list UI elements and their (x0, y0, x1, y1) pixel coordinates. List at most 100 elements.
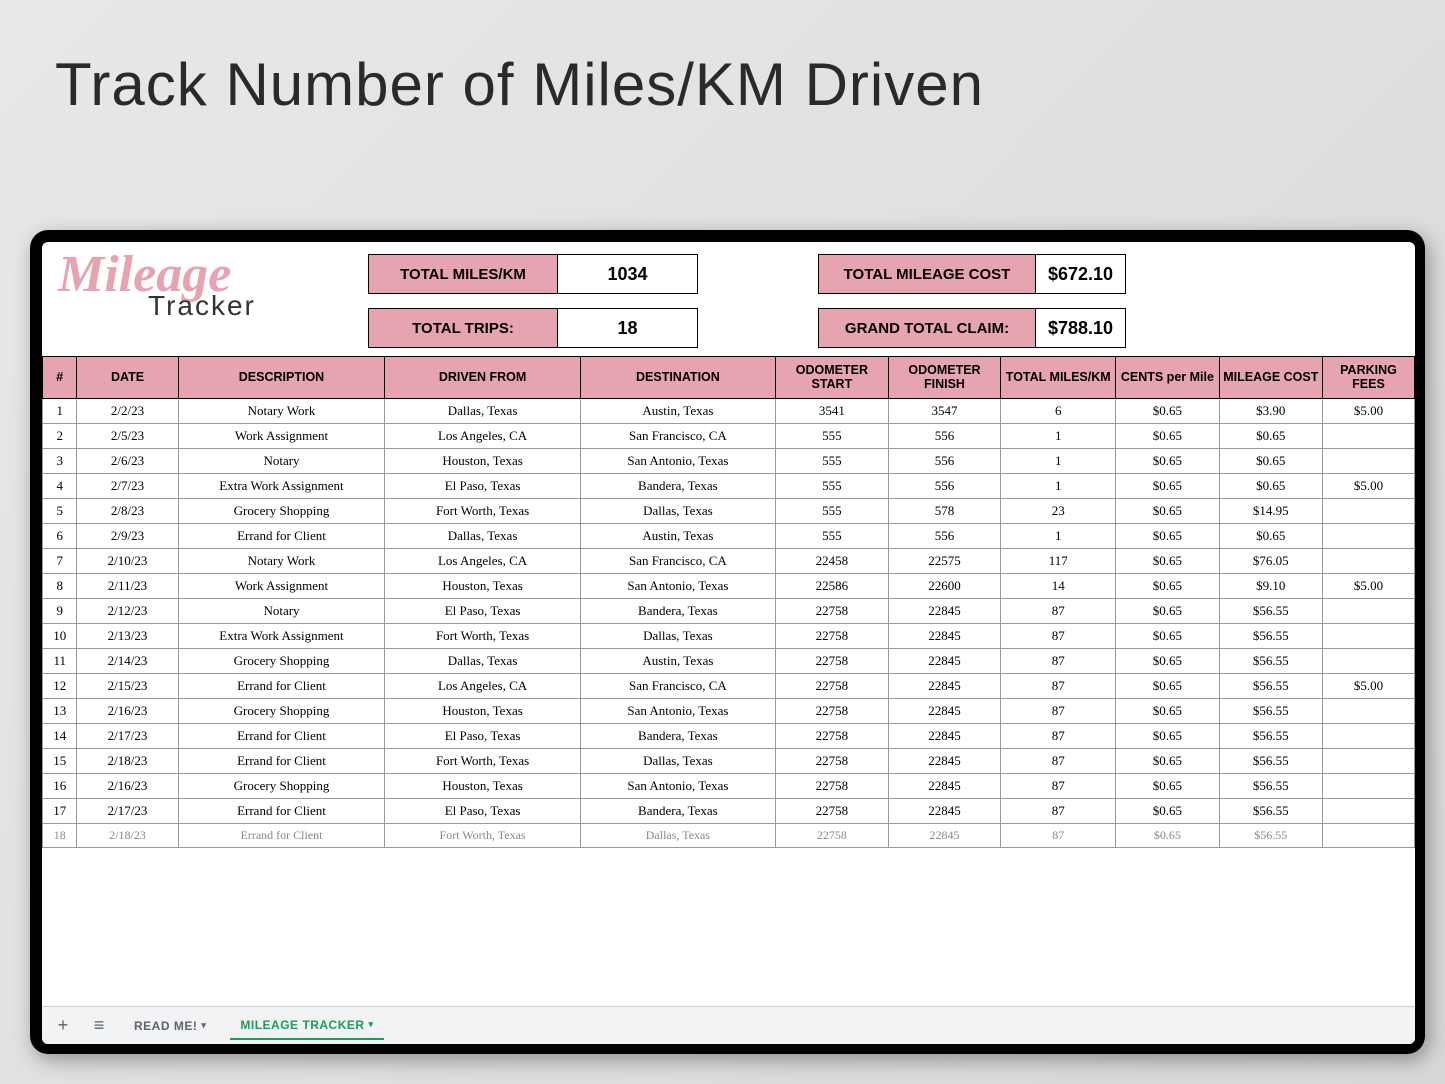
table-cell[interactable]: 6 (1001, 398, 1116, 423)
table-cell[interactable]: 1 (1001, 448, 1116, 473)
table-cell[interactable]: Extra Work Assignment (178, 623, 385, 648)
table-cell[interactable]: 22845 (888, 673, 1001, 698)
table-cell[interactable]: Grocery Shopping (178, 498, 385, 523)
table-cell[interactable]: 2/17/23 (77, 723, 178, 748)
table-cell[interactable]: Notary (178, 598, 385, 623)
table-cell[interactable]: Grocery Shopping (178, 773, 385, 798)
table-cell[interactable]: $0.65 (1116, 498, 1219, 523)
table-cell[interactable]: $3.90 (1219, 398, 1322, 423)
table-cell[interactable]: 14 (43, 723, 77, 748)
table-cell[interactable] (1323, 798, 1415, 823)
table-cell[interactable]: Errand for Client (178, 823, 385, 847)
table-row[interactable]: 52/8/23Grocery ShoppingFort Worth, Texas… (43, 498, 1415, 523)
table-cell[interactable]: Houston, Texas (385, 448, 580, 473)
table-cell[interactable]: Errand for Client (178, 798, 385, 823)
table-cell[interactable]: $56.55 (1219, 823, 1322, 847)
table-cell[interactable]: 22758 (776, 823, 889, 847)
table-cell[interactable]: 2/11/23 (77, 573, 178, 598)
table-cell[interactable]: 2/10/23 (77, 548, 178, 573)
table-row[interactable]: 102/13/23Extra Work AssignmentFort Worth… (43, 623, 1415, 648)
table-cell[interactable]: El Paso, Texas (385, 598, 580, 623)
table-cell[interactable]: Bandera, Texas (580, 473, 775, 498)
table-cell[interactable]: $56.55 (1219, 798, 1322, 823)
table-cell[interactable]: 22758 (776, 773, 889, 798)
table-cell[interactable]: 2/18/23 (77, 823, 178, 847)
table-cell[interactable]: 87 (1001, 723, 1116, 748)
table-cell[interactable] (1323, 523, 1415, 548)
table-row[interactable]: 62/9/23Errand for ClientDallas, TexasAus… (43, 523, 1415, 548)
table-row[interactable]: 12/2/23Notary WorkDallas, TexasAustin, T… (43, 398, 1415, 423)
table-cell[interactable]: Dallas, Texas (580, 823, 775, 847)
table-cell[interactable]: 87 (1001, 748, 1116, 773)
table-row[interactable]: 22/5/23Work AssignmentLos Angeles, CASan… (43, 423, 1415, 448)
tab-readme[interactable]: READ ME! ▾ (124, 1013, 216, 1039)
table-cell[interactable]: 87 (1001, 823, 1116, 847)
table-cell[interactable]: $0.65 (1219, 448, 1322, 473)
table-cell[interactable]: San Antonio, Texas (580, 448, 775, 473)
table-cell[interactable]: 22758 (776, 748, 889, 773)
table-cell[interactable] (1323, 698, 1415, 723)
table-cell[interactable]: 87 (1001, 598, 1116, 623)
table-cell[interactable]: Dallas, Texas (385, 648, 580, 673)
table-cell[interactable]: $56.55 (1219, 673, 1322, 698)
table-cell[interactable]: 2/15/23 (77, 673, 178, 698)
table-row[interactable]: 72/10/23Notary WorkLos Angeles, CASan Fr… (43, 548, 1415, 573)
table-cell[interactable]: 1 (1001, 423, 1116, 448)
table-cell[interactable]: 3547 (888, 398, 1001, 423)
table-cell[interactable]: 556 (888, 423, 1001, 448)
tab-mileage-tracker[interactable]: MILEAGE TRACKER ▾ (230, 1012, 383, 1040)
table-cell[interactable]: $0.65 (1116, 748, 1219, 773)
table-cell[interactable]: Houston, Texas (385, 573, 580, 598)
all-sheets-button[interactable]: ≡ (88, 1015, 110, 1036)
table-cell[interactable]: 22758 (776, 673, 889, 698)
table-row[interactable]: 92/12/23NotaryEl Paso, TexasBandera, Tex… (43, 598, 1415, 623)
table-cell[interactable]: Errand for Client (178, 723, 385, 748)
table-cell[interactable]: 23 (1001, 498, 1116, 523)
table-cell[interactable]: 22758 (776, 623, 889, 648)
table-cell[interactable]: Houston, Texas (385, 698, 580, 723)
table-cell[interactable]: $56.55 (1219, 598, 1322, 623)
table-row[interactable]: 82/11/23Work AssignmentHouston, TexasSan… (43, 573, 1415, 598)
table-cell[interactable]: Los Angeles, CA (385, 548, 580, 573)
table-cell[interactable]: $0.65 (1116, 773, 1219, 798)
table-cell[interactable]: Notary Work (178, 548, 385, 573)
table-cell[interactable]: 1 (1001, 523, 1116, 548)
table-cell[interactable]: 4 (43, 473, 77, 498)
table-cell[interactable]: $5.00 (1323, 573, 1415, 598)
table-cell[interactable]: El Paso, Texas (385, 473, 580, 498)
table-cell[interactable]: 2/7/23 (77, 473, 178, 498)
table-cell[interactable]: $0.65 (1116, 398, 1219, 423)
table-cell[interactable]: 6 (43, 523, 77, 548)
table-cell[interactable]: San Antonio, Texas (580, 698, 775, 723)
table-row[interactable]: 162/16/23Grocery ShoppingHouston, TexasS… (43, 773, 1415, 798)
table-cell[interactable]: 18 (43, 823, 77, 847)
table-cell[interactable]: $0.65 (1116, 698, 1219, 723)
table-cell[interactable]: 87 (1001, 698, 1116, 723)
table-cell[interactable]: 2/13/23 (77, 623, 178, 648)
table-cell[interactable]: 14 (1001, 573, 1116, 598)
table-cell[interactable]: 22845 (888, 698, 1001, 723)
table-cell[interactable]: 555 (776, 523, 889, 548)
table-cell[interactable]: Errand for Client (178, 673, 385, 698)
table-cell[interactable] (1323, 448, 1415, 473)
table-cell[interactable]: $0.65 (1219, 473, 1322, 498)
table-cell[interactable]: Bandera, Texas (580, 723, 775, 748)
table-cell[interactable]: 87 (1001, 773, 1116, 798)
table-row[interactable]: 172/17/23Errand for ClientEl Paso, Texas… (43, 798, 1415, 823)
table-row[interactable]: 142/17/23Errand for ClientEl Paso, Texas… (43, 723, 1415, 748)
table-cell[interactable]: 87 (1001, 623, 1116, 648)
table-cell[interactable]: 2/14/23 (77, 648, 178, 673)
table-cell[interactable]: Fort Worth, Texas (385, 623, 580, 648)
table-cell[interactable]: San Francisco, CA (580, 673, 775, 698)
table-cell[interactable]: $0.65 (1116, 723, 1219, 748)
table-cell[interactable]: 22758 (776, 648, 889, 673)
table-cell[interactable]: 22758 (776, 798, 889, 823)
table-cell[interactable] (1323, 648, 1415, 673)
table-cell[interactable]: 3541 (776, 398, 889, 423)
table-cell[interactable]: 555 (776, 498, 889, 523)
table-cell[interactable]: 22575 (888, 548, 1001, 573)
table-cell[interactable]: 22845 (888, 823, 1001, 847)
table-cell[interactable]: 555 (776, 473, 889, 498)
table-cell[interactable]: San Francisco, CA (580, 423, 775, 448)
table-cell[interactable]: Bandera, Texas (580, 598, 775, 623)
